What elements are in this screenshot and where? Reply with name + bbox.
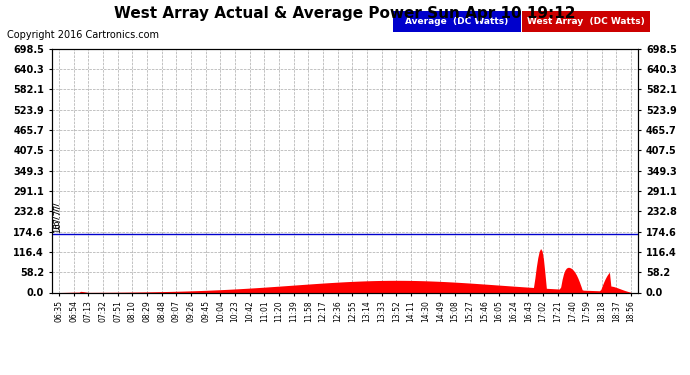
- Text: 167.77: 167.77: [52, 201, 61, 231]
- Text: 167.77: 167.77: [53, 203, 62, 233]
- Text: West Array Actual & Average Power Sun Apr 10 19:12: West Array Actual & Average Power Sun Ap…: [115, 6, 575, 21]
- Text: Average  (DC Watts): Average (DC Watts): [406, 17, 509, 26]
- Text: Copyright 2016 Cartronics.com: Copyright 2016 Cartronics.com: [7, 30, 159, 39]
- Text: West Array  (DC Watts): West Array (DC Watts): [527, 17, 645, 26]
